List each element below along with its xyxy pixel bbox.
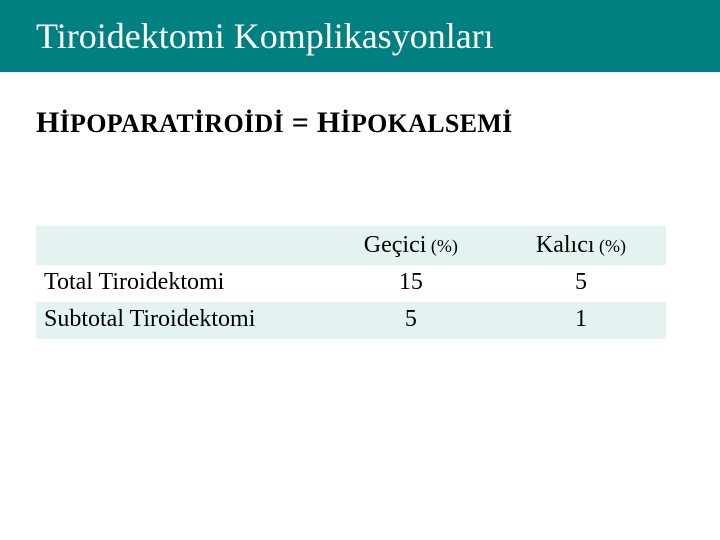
slide-title: Tiroidektomi Komplikasyonları: [36, 15, 494, 57]
cell-value: 5: [326, 302, 496, 339]
table-header-row: Geçici (%) Kalıcı (%): [36, 226, 666, 265]
table-row: Total Tiroidektomi 15 5: [36, 265, 666, 302]
cell-value: 15: [326, 265, 496, 302]
column-pct: (%): [595, 236, 626, 256]
subtitle-part: =: [284, 106, 317, 139]
slide-title-bar: Tiroidektomi Komplikasyonları: [0, 0, 720, 72]
subtitle-part: H: [36, 106, 60, 139]
row-label: Total Tiroidektomi: [36, 265, 326, 302]
subtitle-part: H: [317, 106, 341, 139]
table-header-empty: [36, 226, 326, 265]
row-label: Subtotal Tiroidektomi: [36, 302, 326, 339]
cell-value: 1: [496, 302, 666, 339]
subtitle-part: İPOPARATİROİDİ: [60, 109, 284, 138]
data-table: Geçici (%) Kalıcı (%) Total Tiroidektomi…: [36, 226, 666, 339]
table-header-cell: Kalıcı (%): [496, 226, 666, 265]
table-header-cell: Geçici (%): [326, 226, 496, 265]
slide-subtitle: HİPOPARATİROİDİ = HİPOKALSEMİ: [36, 106, 684, 140]
subtitle-part: İPOKALSEMİ: [341, 109, 513, 138]
column-pct: (%): [426, 236, 457, 256]
table-row: Subtotal Tiroidektomi 5 1: [36, 302, 666, 339]
slide-content: HİPOPARATİROİDİ = HİPOKALSEMİ Geçici (%)…: [0, 72, 720, 339]
column-label: Geçici: [364, 232, 427, 258]
data-table-container: Geçici (%) Kalıcı (%) Total Tiroidektomi…: [36, 226, 666, 339]
cell-value: 5: [496, 265, 666, 302]
column-label: Kalıcı: [536, 232, 595, 258]
